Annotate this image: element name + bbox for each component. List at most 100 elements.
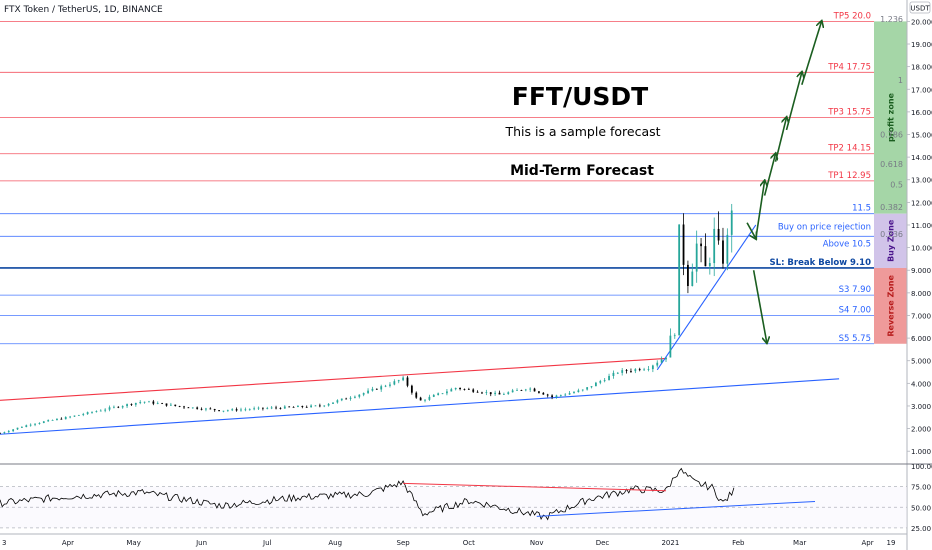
candle-body (77, 414, 80, 416)
candle-body (419, 397, 422, 401)
currency-badge[interactable]: USDT (909, 1, 931, 14)
candle-body (371, 388, 374, 391)
candle-body (595, 382, 597, 387)
candle-body (502, 394, 505, 395)
candle-body (169, 404, 172, 406)
candle-body (86, 412, 89, 415)
candle-body (56, 418, 58, 420)
candle-body (616, 372, 619, 374)
candle-body (581, 389, 584, 391)
candle-body (494, 392, 497, 395)
zone-label-reverse: Reverse Zone (887, 275, 896, 337)
level-label: Buy on price rejection (778, 222, 871, 232)
candle-body (117, 406, 120, 408)
time-tick-label: Jul (262, 539, 272, 547)
candle-body (529, 388, 532, 390)
candle-body (73, 415, 76, 417)
price-tick-label: 1.000 (911, 448, 931, 456)
rsi-trendline (536, 500, 816, 517)
candle-body (156, 403, 159, 405)
fib-label: 0.382 (880, 203, 903, 212)
candle-body (687, 264, 689, 287)
candle-body (354, 396, 356, 398)
forecast-arrows (746, 21, 822, 342)
level-label: TP2 14.15 (827, 144, 871, 154)
candle-body (51, 419, 54, 421)
candle-body (467, 389, 470, 390)
candle-body (248, 409, 251, 411)
candle-body (691, 271, 694, 287)
candle-body (69, 416, 72, 418)
candle-body (266, 408, 269, 409)
candle-body (656, 362, 659, 366)
candle-body (573, 392, 575, 394)
time-tick-label: Feb (732, 539, 745, 547)
candle-body (143, 401, 146, 403)
candle-body (568, 393, 571, 395)
candle-body (389, 384, 391, 386)
candle-body (498, 392, 501, 395)
price-tick-label: 14.000 (911, 154, 932, 162)
candle-body (608, 375, 610, 381)
candle-body (148, 401, 150, 403)
candle-body (730, 210, 733, 235)
time-tick-label: Nov (530, 539, 544, 547)
candle-body (336, 400, 339, 403)
candle-body (305, 406, 308, 408)
price-tick-label: 20.000 (911, 18, 932, 26)
candle-body (183, 406, 185, 408)
candle-body (428, 396, 431, 400)
candle-body (25, 425, 28, 428)
candle-body (507, 392, 510, 395)
candle-body (590, 386, 593, 388)
level-label: TP4 17.75 (827, 62, 871, 72)
candle-body (704, 246, 707, 267)
candle-body (139, 401, 142, 403)
candle-body (511, 390, 514, 393)
candle-body (700, 243, 702, 247)
candle-body (410, 385, 413, 393)
zone-buy (874, 213, 907, 268)
candle-body (0, 433, 1, 434)
rsi-trendline (403, 482, 667, 492)
fib-label: 0.236 (880, 230, 903, 239)
zone-profit (874, 21, 907, 214)
forecast-arrow (801, 21, 822, 85)
zones-layer: profit zone Buy Zone Reverse Zone 1.236 1 0.7… (874, 15, 907, 344)
level-label: Above 10.5 (823, 239, 871, 249)
candle-body (726, 234, 729, 264)
candle-body (161, 403, 164, 405)
candle-body (454, 387, 457, 390)
candle-body (450, 389, 453, 392)
candle-body (275, 407, 277, 409)
candle-body (358, 394, 361, 397)
candle-body (29, 424, 32, 426)
candle-body (647, 369, 650, 370)
forecast-subtitle: This is a sample forecast (504, 124, 660, 139)
rsi-tick-label: 75.00 (911, 484, 931, 492)
candle-body (713, 228, 716, 264)
price-axis-panel (907, 0, 932, 550)
time-tick-label: 3 (2, 539, 6, 547)
candle-body (393, 381, 396, 385)
candle-body (283, 406, 286, 409)
candle-body (82, 414, 85, 415)
currency-label: USDT (910, 5, 930, 13)
time-tick-label: Sep (397, 539, 411, 547)
price-tick-label: 11.000 (911, 222, 932, 230)
price-tick-label: 17.000 (911, 86, 932, 94)
fib-label: 0.5 (890, 180, 903, 189)
candle-body (126, 404, 128, 407)
candle-body (64, 417, 67, 420)
candle-body (678, 224, 681, 336)
candle-body (222, 410, 225, 412)
candle-body (367, 390, 369, 394)
levels-layer: TP5 20.0 TP4 17.75 TP3 15.75 TP2 14.15 TP1 1… (0, 11, 874, 345)
price-tick-label: 3.000 (911, 403, 931, 411)
candle-body (481, 392, 483, 394)
candle-body (437, 393, 440, 396)
time-axis-ticks: 3 Apr May Jun Jul Aug Sep Oct Nov Dec 2021 Feb Mar Ap… (2, 539, 895, 547)
time-tick-label: 19 (887, 539, 896, 547)
candle-body (472, 389, 475, 392)
